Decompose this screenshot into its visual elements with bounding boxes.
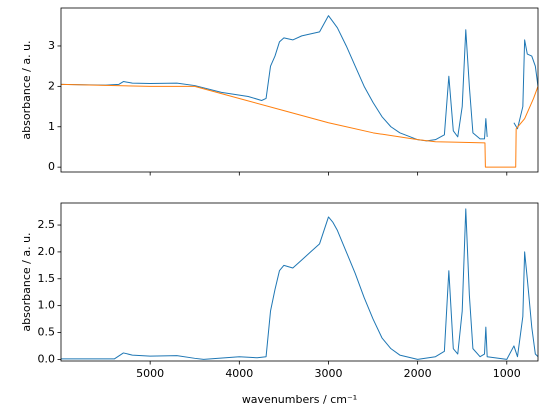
y-tick-label: 1.0 xyxy=(38,299,56,312)
x-tick-label: 1000 xyxy=(493,367,521,380)
x-tick-label: 2000 xyxy=(404,367,432,380)
spectrum-line xyxy=(61,208,538,360)
x-axis-label: wavenumbers / cm⁻¹ xyxy=(242,393,357,406)
y-tick-label: 0.5 xyxy=(38,326,56,339)
y-tick-label: 2.5 xyxy=(38,218,56,231)
y-axis-label: absorbance / a. u. xyxy=(20,232,33,331)
y-tick-label: 2.0 xyxy=(38,245,56,258)
x-tick-label: 3000 xyxy=(314,367,342,380)
spectrum-line xyxy=(61,15,538,142)
spectrum-line xyxy=(61,83,538,168)
axes-frame xyxy=(60,7,539,173)
y-axis-label: absorbance / a. u. xyxy=(20,40,33,139)
y-tick-label: 3 xyxy=(48,39,55,52)
y-tick-label: 2 xyxy=(48,79,55,92)
y-tick-label: 0 xyxy=(48,160,55,173)
y-tick-label: 1 xyxy=(48,120,55,133)
x-tick-label: 5000 xyxy=(136,367,164,380)
y-tick-label: 1.5 xyxy=(38,272,56,285)
axes-frame xyxy=(60,202,539,362)
x-tick-label: 4000 xyxy=(225,367,253,380)
y-tick-label: 0.0 xyxy=(38,352,56,365)
